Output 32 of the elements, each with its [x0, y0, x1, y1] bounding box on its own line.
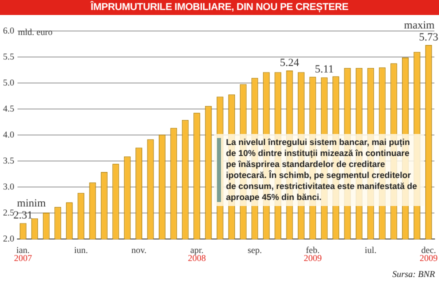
y-tick-label: 2.0	[3, 234, 15, 244]
y-tick-label: 4.5	[3, 103, 15, 114]
y-tick-label: 2.5	[3, 208, 15, 218]
y-tick-label: 3.0	[3, 182, 15, 192]
text-box: La nivelul întregului sistem bancar, mai puțin de 10% dintre instituții mizează în continuare pe înăsprirea standardelor de creditare ipotecară. În schimb, pe segmentul creditelor de consum, restrictivitatea este manifestată de aproape 45% din bănci.	[214, 134, 424, 206]
x-tick-label: iun.	[74, 244, 88, 255]
text: Sursa: BNR	[392, 269, 435, 279]
data-label: 5.11	[314, 64, 334, 76]
x-tick-label: apr.	[190, 244, 204, 255]
data-label: 5.24	[280, 56, 300, 69]
data-label: 2.31	[13, 209, 33, 222]
annotation: minim	[17, 197, 46, 210]
x-tick-label: dec.	[421, 244, 436, 255]
y-tick-label: 3.5	[3, 155, 15, 166]
x-tick-label: nov.	[131, 244, 146, 255]
y-tick-label: 4.0	[3, 129, 15, 140]
data-label: 5.73	[418, 31, 439, 44]
annotation: maxim	[404, 19, 436, 32]
x-tick-label: sep.	[248, 244, 262, 255]
x-tick-label: ian.	[16, 244, 30, 255]
annotation: La nivelul întregului sistem bancar, mai puțin de 10% dintre instituții mizează în continuare pe înăsprirea standardelor de creditare ipotecară. În schimb, pe segmentul creditelor de consum, restrictivitatea este manifestată de aproape 45% din bănci.	[226, 137, 418, 202]
chart-title: ÎMPRUMUTURILE IMOBILIARE, DIN NOU PE CREȘTERE	[0, 0, 439, 15]
annotation: 2009	[420, 253, 438, 264]
annotation: 2008	[188, 253, 206, 264]
y-tick-label: 5.0	[3, 77, 15, 88]
x-tick-label: feb.	[306, 244, 320, 255]
y-axis-title: mld. euro	[18, 27, 52, 37]
y-tick-label: 5.5	[3, 51, 15, 62]
x-tick-label: iul.	[364, 244, 377, 255]
y-tick-label: 6.0	[3, 25, 15, 36]
annotation: 2009	[304, 253, 322, 264]
annotation: 2007	[14, 253, 33, 264]
